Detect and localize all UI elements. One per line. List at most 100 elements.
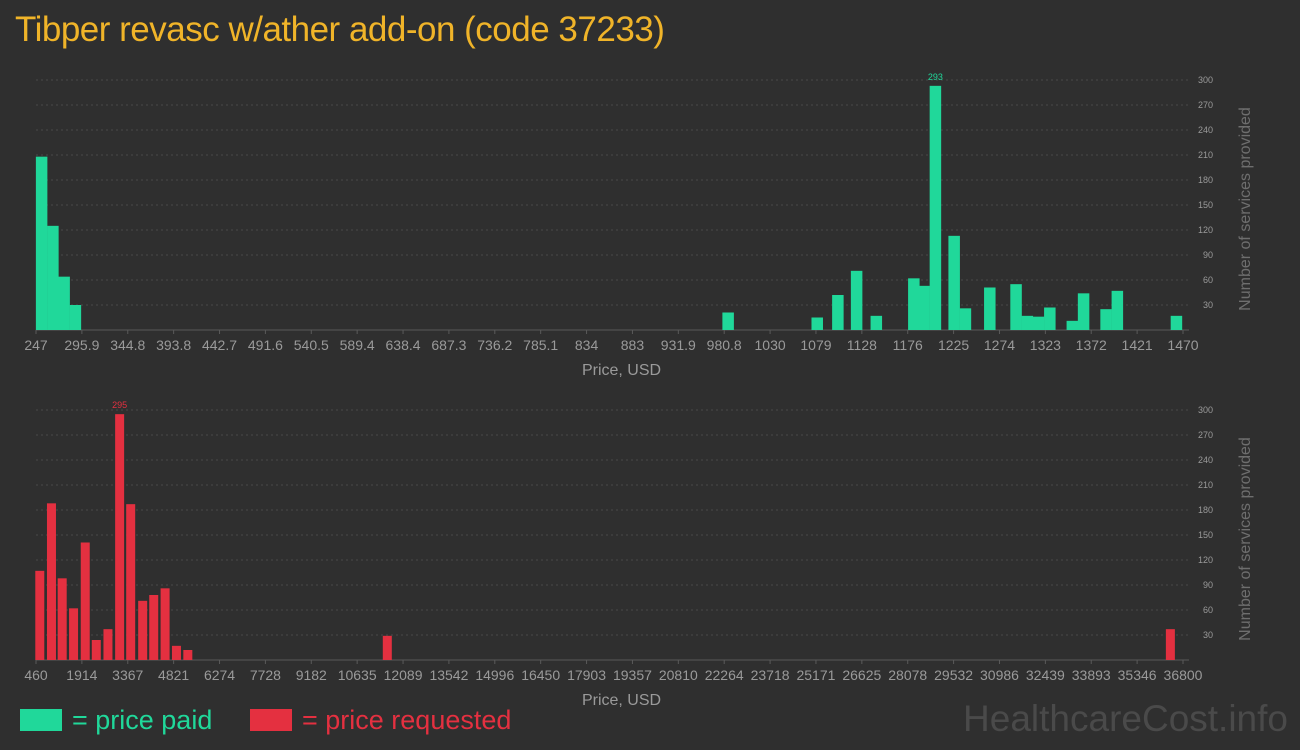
paid-bar: [722, 312, 734, 330]
paid-y-axis-label: Number of services provided: [1237, 107, 1254, 311]
paid-bar: [870, 315, 883, 330]
requested-bar: [115, 414, 125, 660]
paid-xtick-label: 540.5: [294, 337, 329, 353]
requested-xtick-label: 23718: [751, 667, 790, 683]
paid-xtick-label: 834: [575, 337, 599, 353]
requested-xtick-label: 35346: [1118, 667, 1157, 683]
paid-xtick-label: 1079: [800, 337, 831, 353]
paid-xtick-label: 1421: [1122, 337, 1153, 353]
requested-bar: [382, 635, 392, 660]
requested-bar: [171, 645, 181, 660]
paid-peak-label: 293: [928, 72, 943, 82]
paid-bar: [47, 225, 59, 330]
requested-ytick-label: 60: [1203, 605, 1213, 615]
requested-xtick-label: 16450: [521, 667, 560, 683]
price-requested-chart: 30 60 90 120 150 180 210 240 270 300 460 1914 3367 48…: [24, 400, 1254, 709]
paid-bar: [959, 308, 972, 330]
requested-xtick-label: 7728: [250, 667, 281, 683]
requested-bar: [138, 600, 148, 660]
paid-xtick-label: 1128: [847, 337, 877, 353]
requested-bar: [126, 504, 136, 660]
paid-bar: [1100, 309, 1112, 330]
paid-bar: [58, 276, 70, 330]
paid-bar: [918, 285, 930, 330]
paid-bar: [908, 278, 920, 330]
paid-xtick-label: 442.7: [202, 337, 237, 353]
requested-xtick-label: 22264: [705, 667, 744, 683]
paid-ytick-label: 150: [1198, 200, 1213, 210]
requested-xtick-label: 26625: [842, 667, 881, 683]
requested-xtick-label: 17903: [567, 667, 606, 683]
requested-bar: [69, 608, 79, 660]
paid-bar: [35, 156, 48, 330]
requested-ytick-label: 30: [1203, 630, 1213, 640]
requested-bar: [103, 629, 113, 660]
paid-xtick-label: 638.4: [386, 337, 421, 353]
requested-xtick-label: 28078: [888, 667, 927, 683]
paid-bar: [929, 85, 942, 330]
paid-bar: [1066, 320, 1079, 330]
requested-xtick-label: 36800: [1164, 667, 1203, 683]
paid-xtick-label: 1225: [938, 337, 969, 353]
paid-bar: [832, 295, 844, 330]
paid-xtick-label: 393.8: [156, 337, 191, 353]
requested-xtick-label: 10635: [338, 667, 377, 683]
paid-bar: [1170, 315, 1183, 330]
paid-bar: [811, 317, 823, 330]
requested-ytick-label: 300: [1198, 405, 1213, 415]
requested-xtick-label: 19357: [613, 667, 652, 683]
requested-xtick-label: 13542: [429, 667, 468, 683]
requested-ytick-label: 150: [1198, 530, 1213, 540]
paid-xtick-label: 931.9: [661, 337, 696, 353]
paid-xtick-label: 687.3: [431, 337, 466, 353]
requested-bar: [183, 650, 193, 660]
requested-bar: [35, 570, 45, 660]
price-paid-chart: 30 60 90 120 150 180 210 240 270 300 247 295.9 344.8…: [24, 72, 1254, 379]
requested-x-axis-label: Price, USD: [582, 692, 661, 709]
requested-xtick-label: 29532: [934, 667, 973, 683]
paid-bar: [1044, 307, 1056, 330]
legend-paid-label: = price paid: [72, 704, 213, 735]
requested-xtick-label: 30986: [980, 667, 1019, 683]
paid-bar: [1077, 293, 1090, 330]
paid-bar: [69, 305, 82, 330]
legend-paid: = price paid: [20, 704, 212, 736]
requested-xtick-label: 9182: [296, 667, 327, 683]
paid-xtick-label: 1323: [1030, 337, 1061, 353]
paid-ytick-label: 300: [1198, 75, 1213, 85]
requested-xtick-label: 12089: [384, 667, 423, 683]
legend-requested-swatch: [250, 709, 292, 731]
paid-ytick-label: 270: [1198, 100, 1213, 110]
requested-bar: [1165, 629, 1175, 660]
paid-bar: [1111, 290, 1124, 330]
legend-requested-label: = price requested: [302, 704, 512, 735]
requested-xtick-label: 32439: [1026, 667, 1065, 683]
requested-peak-label: 295: [112, 400, 127, 410]
requested-y-axis-label: Number of services provided: [1237, 437, 1254, 641]
requested-ytick-label: 210: [1198, 480, 1213, 490]
paid-xtick-label: 883: [621, 337, 645, 353]
page-title: Tibper revasc w/ather add-on (code 37233…: [15, 10, 665, 49]
watermark: HealthcareCost.info: [963, 698, 1288, 739]
legend-paid-swatch: [20, 709, 62, 731]
requested-bar: [80, 542, 90, 660]
paid-ytick-label: 240: [1198, 125, 1213, 135]
paid-ytick-label: 120: [1198, 225, 1213, 235]
paid-bar: [850, 270, 863, 330]
requested-ytick-label: 270: [1198, 430, 1213, 440]
paid-xtick-label: 491.6: [248, 337, 283, 353]
requested-xtick-label: 6274: [204, 667, 235, 683]
paid-ytick-label: 180: [1198, 175, 1213, 185]
paid-bar: [984, 287, 996, 330]
paid-bar: [1032, 316, 1045, 330]
paid-xtick-label: 1176: [893, 337, 923, 353]
paid-xtick-label: 980.8: [707, 337, 742, 353]
requested-ytick-label: 90: [1203, 580, 1213, 590]
requested-xtick-label: 4821: [158, 667, 189, 683]
paid-xtick-label: 247: [24, 337, 48, 353]
requested-bar: [57, 578, 67, 660]
paid-bar: [948, 235, 960, 330]
paid-xtick-label: 1470: [1167, 337, 1198, 353]
paid-ytick-label: 90: [1203, 250, 1213, 260]
